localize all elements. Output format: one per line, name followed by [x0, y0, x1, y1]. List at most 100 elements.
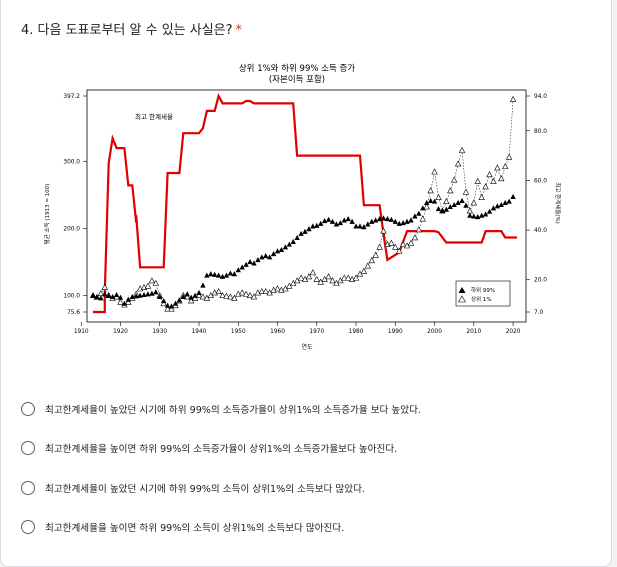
bottom99-point: [349, 218, 355, 224]
bottom99-point: [443, 206, 450, 212]
top1-point: [419, 215, 426, 222]
bottom99-point: [345, 216, 351, 222]
bottom99-point: [255, 257, 261, 263]
top1-point: [195, 291, 203, 299]
top1-point: [462, 188, 470, 195]
top1-point: [184, 293, 191, 300]
bottom99-point: [227, 270, 234, 276]
bottom99-point: [455, 199, 461, 206]
top1-point: [509, 95, 517, 102]
radio-button[interactable]: [21, 441, 35, 455]
bottom99-point: [459, 197, 465, 204]
top1-point: [482, 183, 489, 190]
x-tick-label: 2020: [506, 329, 521, 335]
bottom99-point: [482, 211, 489, 217]
bottom99-point: [98, 295, 104, 301]
option-3[interactable]: 최고한계세율이 높았던 시기에 하위 99%의 소득이 상위1%의 소득보다 많…: [21, 477, 581, 499]
question-title-row: 4. 다음 도표로부터 알 수 있는 사실은? *: [21, 19, 242, 38]
x-tick-label: 1910: [74, 329, 89, 335]
bottom99-point: [149, 290, 155, 296]
bottom99-point: [208, 271, 214, 277]
top1-point: [372, 251, 379, 258]
bottom99-point: [341, 217, 347, 223]
bottom99-point: [215, 272, 222, 278]
bottom99-point: [204, 272, 210, 278]
bottom99-point: [392, 218, 398, 224]
bottom99-point: [321, 218, 328, 224]
left-tick-label: 200.0: [63, 226, 80, 232]
left-tick-label: 397.2: [63, 94, 80, 100]
bottom99-point: [164, 302, 171, 308]
bottom99-point: [451, 201, 457, 208]
bottom99-point: [306, 226, 312, 232]
top1-point: [215, 287, 222, 294]
top1-point: [396, 247, 403, 254]
bottom99-point: [212, 271, 218, 277]
bottom99-point: [270, 250, 277, 257]
top1-point: [309, 269, 317, 276]
bottom99-point: [109, 293, 116, 300]
x-tick-label: 1970: [309, 329, 324, 335]
top1-point: [274, 285, 281, 292]
top1-point: [242, 290, 250, 297]
bottom99-point: [302, 228, 308, 234]
bottom99-point: [463, 202, 469, 208]
bottom99-point: [188, 294, 194, 300]
bottom99-point: [384, 216, 391, 222]
bottom99-point: [369, 218, 375, 224]
top1-point: [415, 226, 423, 233]
bottom99-point: [223, 272, 230, 278]
option-4[interactable]: 최고한계세율을 높이면 하위 99%의 소득이 상위1%의 소득보다 많아진다.: [21, 516, 581, 538]
x-tick-label: 1980: [349, 329, 364, 335]
bottom99-point: [467, 212, 473, 218]
required-asterisk: *: [235, 23, 243, 38]
bottom99-point: [160, 297, 167, 304]
right-tick-label: 7.0: [534, 310, 544, 316]
top1-point: [227, 293, 234, 300]
bottom99-point: [506, 198, 512, 204]
bottom99-point: [172, 300, 179, 306]
radio-button[interactable]: [21, 520, 35, 534]
bottom99-point: [176, 297, 183, 303]
bottom99-point: [420, 205, 426, 211]
top1-point: [144, 282, 152, 289]
bottom99-point: [475, 214, 481, 220]
bottom99-point: [396, 220, 402, 226]
bottom99-point: [478, 212, 485, 218]
radio-button[interactable]: [21, 481, 35, 495]
radio-button[interactable]: [21, 402, 35, 416]
top1-point: [219, 291, 226, 299]
top1-point: [478, 193, 485, 200]
right-y-axis-label: 최고 한계세율(%): [554, 182, 562, 224]
bottom99-point: [490, 205, 497, 211]
bottom99-point: [310, 223, 316, 229]
bottom99-point: [353, 223, 359, 229]
top1-point: [494, 164, 501, 171]
bottom99-point: [372, 217, 379, 223]
chart-subtitle: (자본이득 포함): [269, 74, 325, 85]
top1-point: [246, 291, 254, 299]
bottom99-point: [141, 291, 147, 298]
top1-point: [490, 177, 497, 184]
bottom99-point: [447, 203, 453, 210]
bottom99-point: [117, 294, 124, 300]
option-2[interactable]: 최고한계세율을 높이면 하위 99%의 소득증가율이 상위1%의 소득증가율보다…: [21, 437, 581, 459]
top1-point: [258, 287, 266, 294]
top1-point: [250, 293, 258, 300]
bottom99-point: [259, 254, 265, 260]
bottom99-point: [388, 216, 395, 222]
bottom99-point: [168, 303, 175, 309]
chart-title: 상위 1%와 하위 99% 소득 증가: [239, 63, 355, 74]
bottom99-point: [498, 201, 504, 208]
bottom99-point: [357, 223, 363, 229]
x-tick-label: 1930: [152, 329, 167, 335]
bottom99-point: [200, 282, 206, 288]
bottom99-point: [365, 221, 371, 227]
x-tick-label: 2000: [427, 329, 442, 335]
bottom99-point: [510, 193, 516, 199]
option-1[interactable]: 최고한계세율이 높았던 시기에 하위 99%의 소득증가율이 상위1%의 소득증…: [21, 398, 581, 420]
right-tick-label: 80.0: [534, 129, 547, 135]
right-y-axis: 7.0 20.0 40.0 60.0 80.0 94.0: [526, 94, 547, 316]
bottom99-point: [314, 222, 320, 228]
top1-point: [498, 175, 505, 182]
